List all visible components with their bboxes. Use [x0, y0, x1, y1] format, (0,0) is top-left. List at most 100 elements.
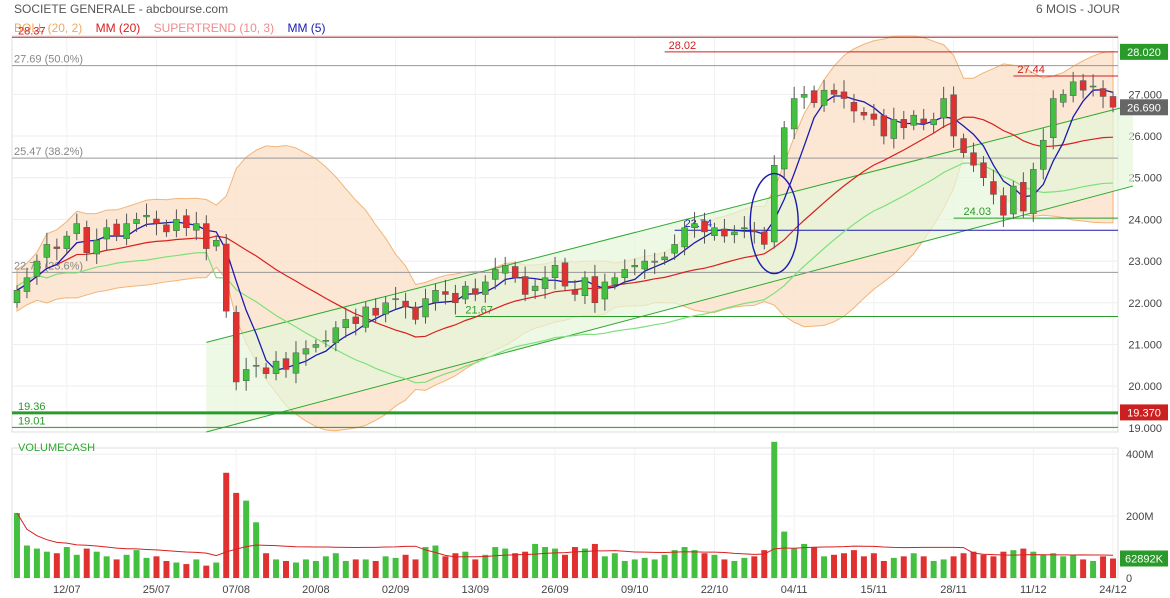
- candle-body: [551, 265, 559, 279]
- candle-body: [252, 365, 260, 367]
- price-ytick-label: 20.000: [1128, 381, 1162, 393]
- candle-body: [43, 244, 51, 258]
- volume-bar: [452, 553, 459, 578]
- volume-bar: [571, 547, 578, 578]
- volume-bar: [23, 545, 30, 578]
- candle-body: [1030, 169, 1037, 214]
- candle-body: [173, 219, 180, 231]
- volume-bar: [472, 559, 479, 578]
- volume-bar: [1050, 553, 1057, 578]
- candle-body: [302, 348, 310, 355]
- volume-bar: [123, 554, 130, 578]
- x-tick-label: 28/11: [940, 584, 967, 596]
- volume-bar: [93, 551, 100, 578]
- candle-body: [771, 164, 778, 243]
- volume-bar: [1010, 550, 1017, 578]
- volume-ytick-label: 400M: [1126, 449, 1154, 461]
- volume-bar: [1080, 559, 1087, 578]
- price-badge-label: 28.020: [1127, 47, 1161, 59]
- last-price-badge: [1120, 99, 1168, 116]
- volume-bar: [671, 550, 678, 578]
- volume-bar: [1070, 554, 1077, 578]
- candle-body: [960, 138, 967, 153]
- x-tick-label: 20/08: [302, 584, 330, 596]
- volume-bar: [183, 564, 190, 578]
- volume-bar: [601, 556, 608, 578]
- candle-body: [681, 227, 688, 248]
- volume-bar: [681, 547, 688, 578]
- candle-body: [222, 243, 230, 312]
- volume-bar: [512, 553, 519, 578]
- candle-body: [850, 102, 858, 112]
- volume-bar: [273, 559, 280, 578]
- candle-body: [521, 276, 529, 295]
- volume-bar: [701, 553, 708, 578]
- candle-body: [840, 91, 848, 99]
- candle-body: [153, 218, 160, 224]
- price-level-label: 19.01: [18, 415, 46, 427]
- candle-body: [601, 281, 609, 300]
- volume-bar: [163, 560, 170, 578]
- candle-body: [232, 312, 240, 383]
- candle-body: [23, 277, 31, 292]
- candle-body: [661, 256, 668, 261]
- fib-level-label: 27.69 (50.0%): [14, 54, 83, 66]
- volume-bar: [1100, 556, 1107, 578]
- candle-body: [1010, 185, 1017, 215]
- last-volume-label: 62892K: [1125, 554, 1164, 566]
- candle-body: [1079, 80, 1087, 91]
- volume-bar: [940, 559, 947, 578]
- candle-body: [422, 298, 429, 318]
- candle-body: [621, 269, 629, 279]
- candle-body: [1099, 88, 1107, 97]
- candle-body: [63, 235, 71, 249]
- volume-bar: [332, 553, 339, 578]
- volume-bar: [173, 562, 180, 578]
- candle-body: [342, 319, 350, 329]
- candle-body: [1000, 195, 1007, 216]
- volume-bar: [960, 553, 967, 578]
- candle-body: [561, 262, 569, 287]
- candle-body: [980, 162, 987, 178]
- price-badge-label: 19.370: [1127, 407, 1161, 419]
- candle-body: [372, 307, 379, 316]
- volume-bar: [621, 560, 628, 578]
- volume-bar: [43, 551, 50, 578]
- price-ytick-label: 22.000: [1128, 298, 1162, 310]
- volume-bar: [442, 556, 449, 578]
- candle-body: [541, 277, 549, 289]
- candle-body: [830, 89, 838, 95]
- volume-bar: [1030, 551, 1037, 578]
- candle-body: [671, 244, 678, 254]
- candle-body: [472, 288, 479, 295]
- candle-body: [442, 291, 449, 295]
- volume-bar: [362, 559, 369, 578]
- volume-bar: [930, 560, 937, 578]
- candle-body: [492, 269, 499, 280]
- volume-bar: [1110, 558, 1117, 578]
- volume-bar: [153, 556, 160, 578]
- x-tick-label: 11/12: [1020, 584, 1047, 596]
- trend-channel-fill: [206, 104, 1133, 433]
- x-tick-label: 04/11: [781, 584, 808, 596]
- volume-bar: [741, 557, 748, 578]
- candle-body: [1089, 85, 1097, 88]
- candle-body: [631, 265, 638, 268]
- price-level-label: 27.44: [1017, 64, 1045, 76]
- volume-bar: [193, 559, 200, 578]
- candle-body: [511, 266, 519, 279]
- volume-bar: [781, 531, 788, 578]
- volume-bar: [552, 548, 559, 578]
- volume-bar: [143, 557, 150, 578]
- volume-bar: [103, 556, 110, 578]
- candle-body: [123, 223, 130, 239]
- volume-bar: [1040, 554, 1047, 578]
- volume-ytick-label: 200M: [1126, 511, 1154, 523]
- volume-bar: [243, 500, 250, 578]
- last-price-label: 26.690: [1127, 102, 1161, 114]
- candle-body: [780, 127, 788, 170]
- volume-bar: [731, 560, 738, 578]
- volume-bar: [63, 547, 70, 578]
- volume-bar: [213, 562, 220, 578]
- fib-level-label: 25.47 (38.2%): [14, 146, 83, 158]
